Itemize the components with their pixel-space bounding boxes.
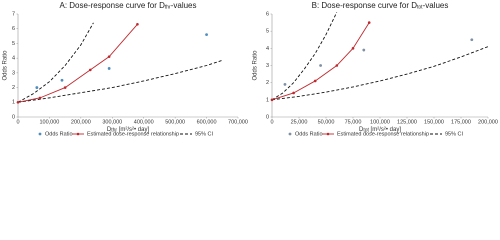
chart-title-part: -values (423, 1, 449, 10)
estimate-point (107, 55, 111, 58)
y-tick-label: 5 (266, 29, 269, 35)
estimate-point (136, 23, 139, 26)
legend-label: Estimated dose-response relationship (87, 131, 179, 137)
y-tick-label: 3 (12, 70, 15, 76)
y-tick-label: 0 (266, 114, 269, 120)
y-axis-title: Odds Ratio (253, 50, 259, 81)
ci-upper-line (271, 12, 338, 101)
chart-title-part: -values (171, 1, 197, 10)
legend-marker (38, 132, 42, 136)
chart-title: A: Dose-response curve for Dthr-values (59, 1, 196, 11)
legend-label: Odds Ratio (295, 131, 323, 137)
x-tick-label: 150,000 (424, 119, 444, 125)
odds-ratio-point (60, 78, 64, 82)
x-tick-label: 200,000 (71, 119, 91, 125)
x-tick-label: 75,000 (345, 119, 362, 125)
estimate-point (351, 47, 355, 50)
odds-ratio-point (319, 64, 322, 67)
chart: B: Dose-response curve for Dtot-values01… (253, 1, 498, 137)
x-axis-title-part: thr (111, 128, 117, 134)
estimate-point (38, 96, 42, 100)
estimate-point (63, 86, 67, 89)
y-axis-title: Odds Ratio (3, 50, 9, 81)
y-tick-label: 4 (266, 46, 269, 52)
estimate-point (16, 100, 20, 104)
x-tick-label: 700,000 (228, 119, 248, 125)
estimate-point (270, 98, 274, 102)
legend-marker (288, 132, 292, 136)
estimate-line (17, 24, 138, 103)
x-tick-label: 100,000 (39, 119, 59, 125)
chart-title-part: B: Dose-response curve for D (312, 1, 418, 10)
legend-label: Odds Ratio (45, 131, 73, 137)
x-axis-title-part: D (359, 127, 364, 133)
x-tick-label: 0 (270, 119, 273, 125)
ci-lower-line (17, 59, 223, 103)
x-tick-label: 600,000 (197, 119, 217, 125)
estimate-point (335, 64, 339, 67)
legend-label: 95% CI (445, 131, 464, 137)
y-tick-label: 4 (12, 56, 15, 62)
chart-title: B: Dose-response curve for Dtot-values (312, 1, 449, 11)
chart-title-part: tot (417, 5, 423, 11)
x-tick-label: 25,000 (291, 119, 308, 125)
chart-title-part: A: Dose-response curve for D (59, 1, 165, 10)
odds-ratio-point (362, 48, 366, 52)
y-tick-label: 2 (266, 80, 269, 86)
estimate-point (88, 68, 92, 72)
x-tick-label: 400,000 (134, 119, 154, 125)
x-axis-title: Dthr [m²/s²• day] (107, 127, 150, 134)
x-axis-title-part: D (107, 127, 112, 133)
figure: A: Dose-response curve for Dthr-values01… (3, 1, 498, 137)
x-axis-title: Dtot [m²/s²• day] (359, 127, 401, 134)
ci-lower-line (271, 46, 489, 101)
y-tick-label: 7 (12, 11, 15, 17)
odds-ratio-point (205, 33, 208, 36)
odds-ratio-point (107, 67, 111, 70)
x-axis-title-part: [m²/s²• day] (117, 127, 149, 133)
x-axis-title-part: tot (363, 128, 369, 134)
y-tick-label: 6 (266, 11, 269, 17)
x-tick-label: 200,000 (478, 119, 498, 125)
odds-ratio-point (35, 86, 39, 89)
legend-marker (326, 132, 330, 136)
legend-marker (76, 132, 80, 136)
legend-label: Estimated dose-response relationship (337, 131, 429, 137)
x-tick-label: 175,000 (451, 119, 471, 125)
y-tick-label: 2 (12, 85, 15, 91)
y-tick-label: 1 (12, 100, 15, 106)
chart: A: Dose-response curve for Dthr-values01… (3, 1, 248, 137)
y-tick-label: 3 (266, 63, 269, 69)
estimate-line (271, 22, 370, 101)
ci-upper-line (17, 22, 94, 103)
estimate-point (313, 79, 317, 83)
x-axis-title-part: [m²/s²• day] (369, 127, 401, 133)
y-tick-label: 6 (12, 26, 15, 32)
estimate-point (292, 91, 295, 95)
odds-ratio-point (283, 82, 287, 86)
x-tick-label: 50,000 (318, 119, 335, 125)
y-tick-label: 5 (12, 41, 15, 47)
x-tick-label: 300,000 (102, 119, 122, 125)
y-tick-label: 1 (266, 97, 269, 103)
x-tick-label: 125,000 (397, 119, 417, 125)
x-tick-label: 500,000 (165, 119, 185, 125)
odds-ratio-point (470, 38, 474, 42)
x-tick-label: 0 (16, 119, 19, 125)
x-tick-label: 100,000 (370, 119, 390, 125)
legend-label: 95% CI (195, 131, 214, 137)
chart-title-part: thr (165, 5, 171, 11)
y-tick-label: 0 (12, 114, 15, 120)
estimate-point (367, 21, 371, 24)
